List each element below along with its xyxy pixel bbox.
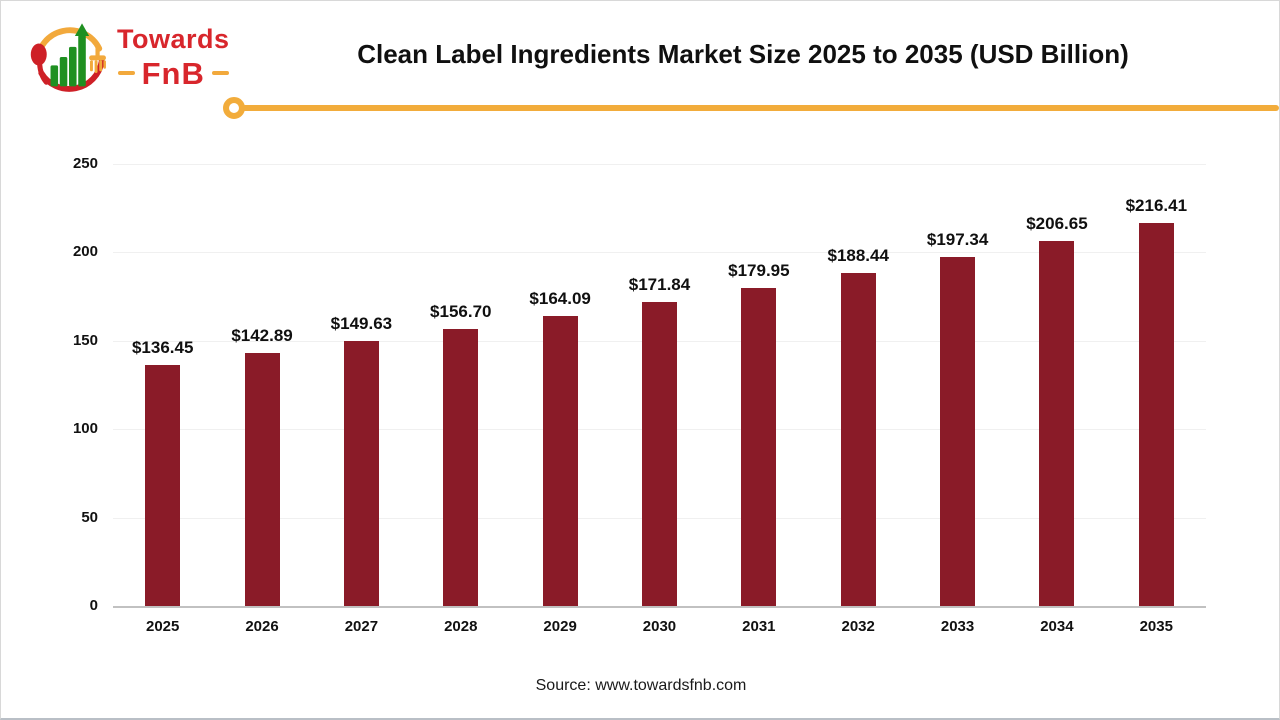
divider-line — [242, 105, 1279, 111]
bar — [542, 315, 578, 606]
bar-column: $188.44 — [809, 164, 908, 606]
bar — [840, 272, 876, 606]
logo-dash-right — [211, 71, 229, 75]
y-tick-label: 250 — [72, 155, 98, 172]
growth-bars-icon — [50, 23, 90, 87]
bar-column: $149.63 — [312, 164, 411, 606]
y-tick-label: 200 — [72, 243, 98, 261]
x-tick-label: 2028 — [444, 618, 478, 635]
bar-column: $156.70 — [411, 164, 510, 606]
bar-value-label: $206.65 — [1026, 213, 1088, 233]
bar — [244, 353, 280, 606]
bar-value-label: $188.44 — [827, 245, 889, 265]
fork-icon — [89, 44, 106, 73]
bar-value-label: $171.84 — [628, 275, 691, 295]
page-title: Clean Label Ingredients Market Size 2025… — [357, 39, 1129, 69]
logo-wordmark: Towards FnB — [117, 23, 230, 91]
bar — [940, 257, 976, 606]
towardsfnb-logo: Towards FnB — [27, 15, 230, 99]
plot-area: $136.45 $142.89 $149.63 $156.70 $164.09 $171.… — [113, 164, 1206, 608]
x-tick-label: 2029 — [543, 618, 577, 635]
x-tick-label: 2032 — [841, 618, 875, 635]
x-axis: 2025 2026 2027 2028 2029 2030 2031 2032 2033 2034… — [113, 618, 1206, 635]
bar — [1039, 240, 1075, 606]
bar-column: $136.45 — [113, 164, 212, 606]
source-note: Source: www.towardsfnb.com — [535, 677, 747, 694]
logo-brand-bottom: FnB — [141, 55, 205, 91]
x-tick-label: 2034 — [1040, 618, 1074, 635]
bar-value-label: $142.89 — [231, 326, 293, 346]
bar-value-label: $216.41 — [1125, 196, 1188, 216]
y-tick-label: 0 — [89, 597, 98, 614]
bar-column: $164.09 — [510, 164, 609, 606]
divider-ring — [223, 97, 245, 119]
towardsfnb-logo-icon — [30, 23, 106, 92]
x-tick-label: 2025 — [145, 618, 180, 635]
bar-column: $197.34 — [908, 164, 1007, 606]
logo-brand-top: Towards — [117, 23, 230, 54]
gridline — [113, 252, 1206, 254]
spoon-icon — [30, 43, 47, 66]
bar — [145, 364, 181, 606]
bar-value-label: $197.34 — [926, 230, 989, 250]
y-axis: 0 50 100 150 200 250 — [1, 155, 98, 614]
bar-value-label: $179.95 — [728, 260, 790, 280]
bar-column: $206.65 — [1007, 164, 1106, 606]
y-tick-label: 100 — [72, 420, 98, 438]
logo-dash-left — [117, 71, 135, 75]
bar — [741, 287, 777, 606]
gridline — [113, 164, 1206, 165]
bar-column: $142.89 — [212, 164, 311, 606]
x-tick-label: 2026 — [245, 618, 279, 635]
bar — [641, 302, 677, 606]
bar — [443, 328, 479, 606]
bar-column: $179.95 — [709, 164, 808, 606]
x-axis-line — [113, 606, 1206, 608]
x-tick-label: 2030 — [642, 618, 677, 635]
y-tick-label: 50 — [81, 508, 98, 526]
bar-column: $216.41 — [1107, 164, 1206, 606]
x-tick-label: 2033 — [940, 618, 975, 635]
bar-value-label: $164.09 — [529, 288, 591, 308]
bar-value-label: $136.45 — [131, 337, 194, 357]
x-tick-label: 2031 — [742, 618, 776, 635]
bar-value-label: $149.63 — [330, 314, 393, 334]
y-tick-label: 150 — [72, 331, 98, 349]
bar-value-label: $156.70 — [430, 301, 492, 321]
bar — [343, 341, 379, 606]
x-tick-label: 2027 — [344, 618, 379, 635]
x-tick-label: 2035 — [1139, 618, 1173, 635]
bar — [1138, 223, 1174, 606]
bar-column: $171.84 — [610, 164, 709, 606]
